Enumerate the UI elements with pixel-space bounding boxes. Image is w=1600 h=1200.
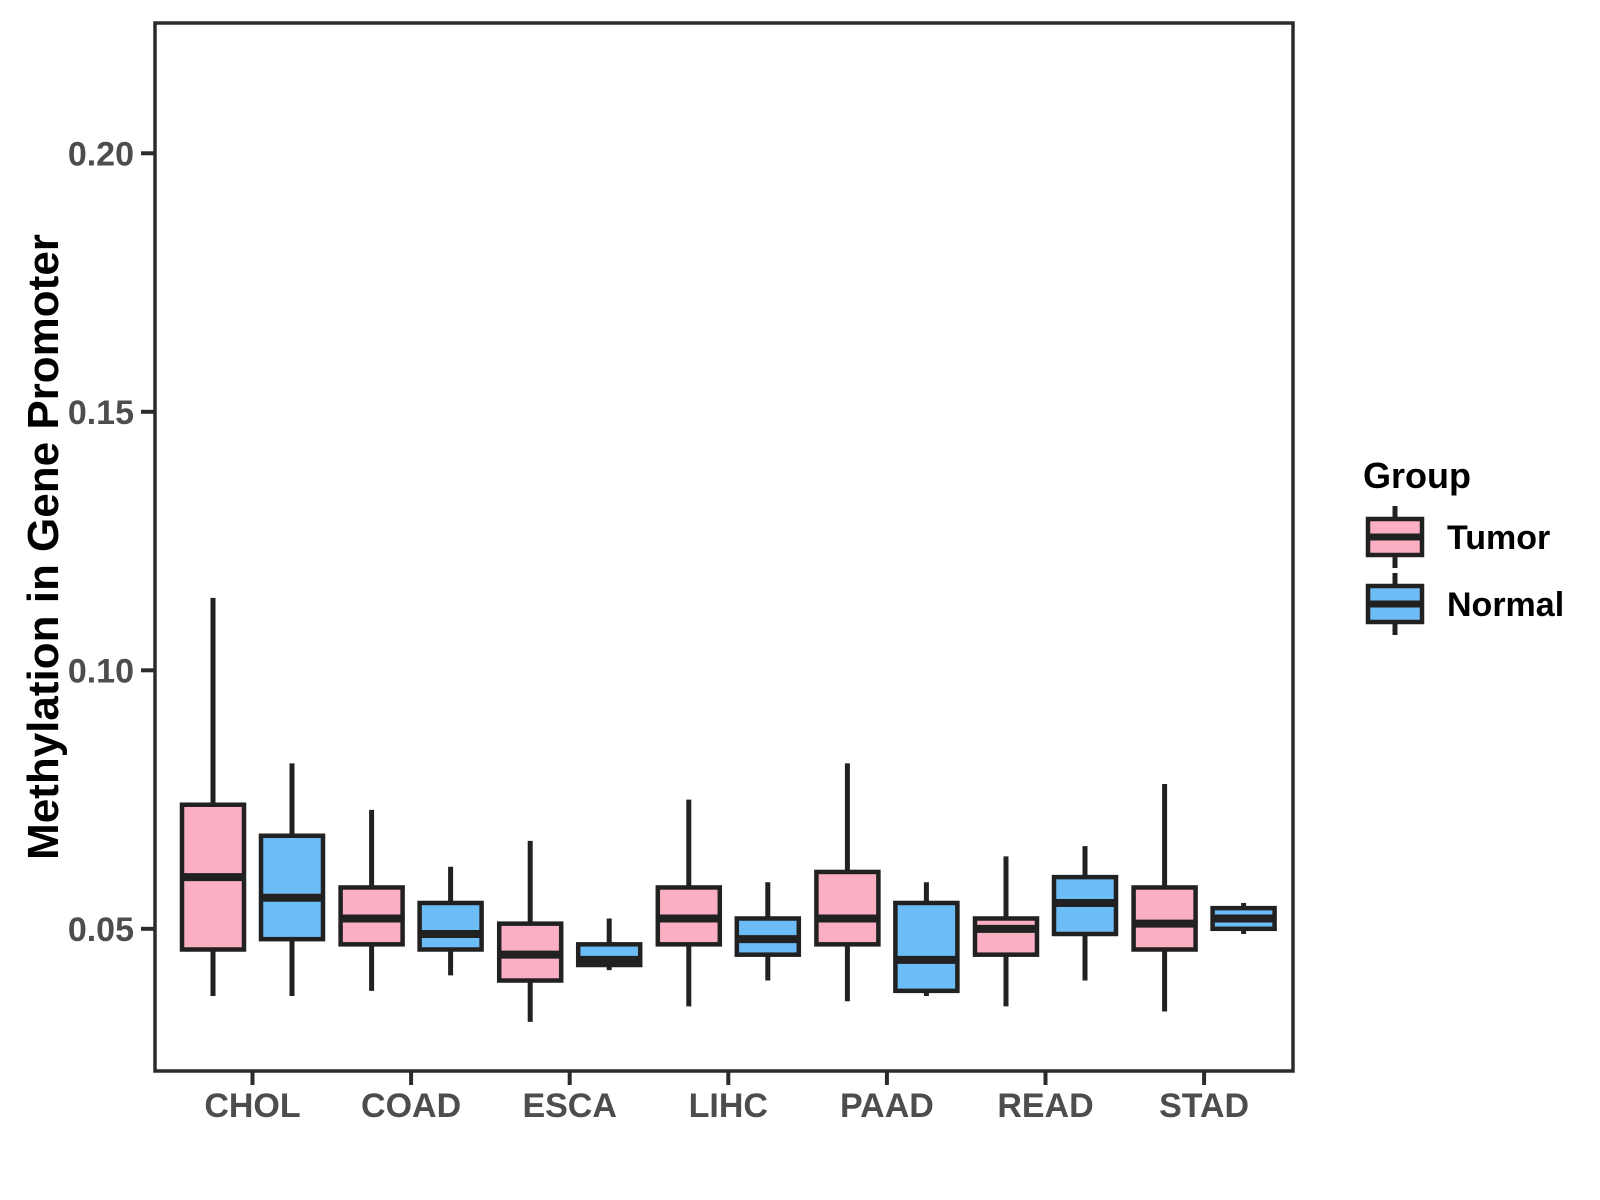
y-axis-title: Methylation in Gene Promoter xyxy=(19,234,68,860)
boxplot-chol-normal-box xyxy=(258,833,326,942)
plot-panel-border xyxy=(153,21,1295,1073)
x-axis-tick-label: LIHC xyxy=(689,1087,768,1125)
y-axis-tick-label: 0.15 xyxy=(68,394,134,432)
legend-label-normal: Normal xyxy=(1447,586,1564,624)
boxplot-stad-tumor-box xyxy=(1131,885,1198,952)
boxplot-paad-tumor-box xyxy=(814,869,881,947)
x-axis-tick-label: PAAD xyxy=(840,1087,934,1125)
x-axis-tick-label: STAD xyxy=(1159,1087,1249,1125)
boxplot-read-tumor-box xyxy=(972,916,1040,957)
y-axis-tick-label: 0.20 xyxy=(68,135,134,173)
x-axis-tick-label: CHOL xyxy=(204,1087,300,1125)
x-axis-tick-label: READ xyxy=(997,1087,1093,1125)
y-axis-tick-label: 0.10 xyxy=(68,652,134,690)
y-axis-tick-label: 0.05 xyxy=(68,911,134,949)
x-axis-tick-label: ESCA xyxy=(522,1087,616,1125)
legend-title: Group xyxy=(1363,455,1471,496)
boxplot-coad-normal-box xyxy=(417,900,484,952)
legend-label-tumor: Tumor xyxy=(1447,519,1550,557)
boxplot-paad-normal-box xyxy=(893,900,960,994)
x-axis-tick-label: COAD xyxy=(361,1087,461,1125)
